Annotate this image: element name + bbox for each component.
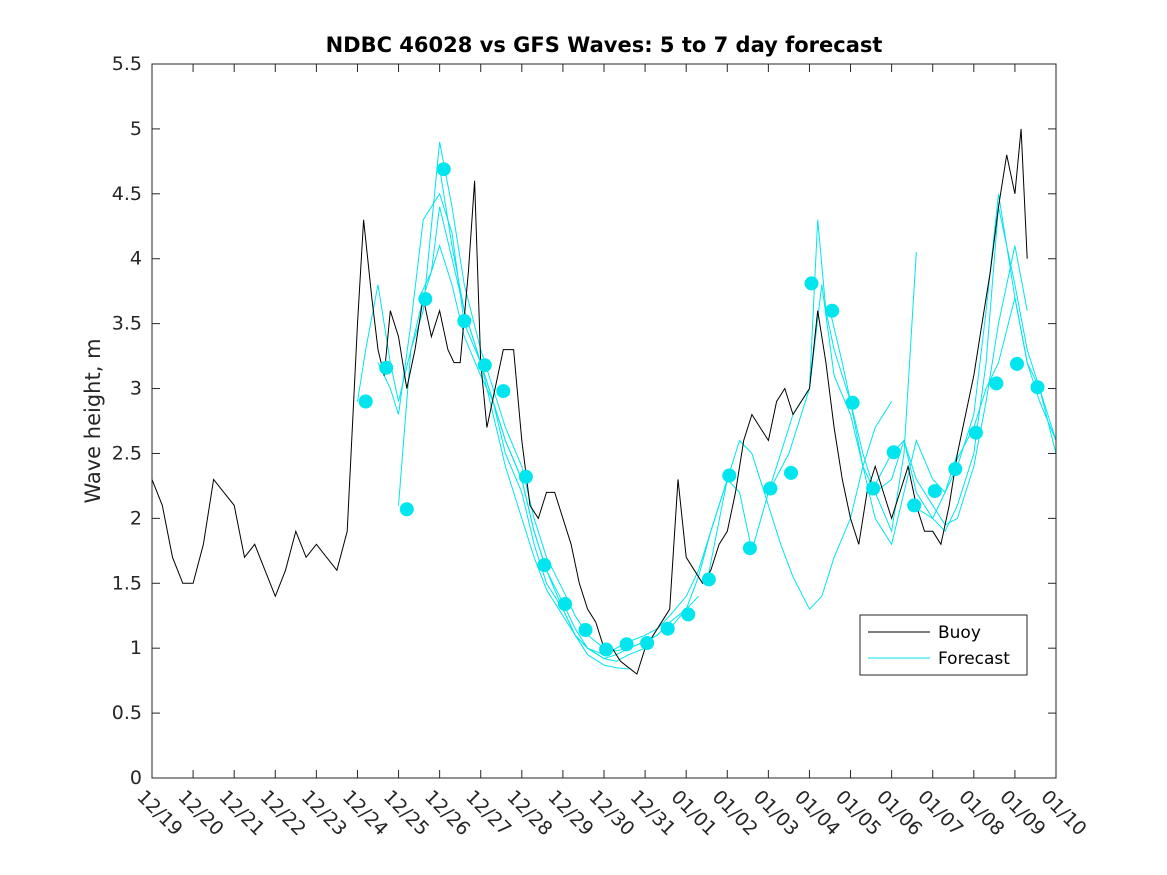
forecast-marker <box>379 360 394 375</box>
forecast-run-line <box>911 193 1057 520</box>
x-tick-label: 12/19 <box>132 786 186 840</box>
forecast-run-line <box>829 245 1028 526</box>
x-tick-label: 01/09 <box>995 786 1049 840</box>
y-tick-label: 2 <box>130 507 142 529</box>
forecast-marker <box>866 481 881 496</box>
forecast-marker <box>436 162 451 177</box>
x-tick-label: 12/23 <box>297 786 351 840</box>
forecast-marker <box>496 384 511 399</box>
forecast-marker <box>763 481 778 496</box>
y-tick-label: 0.5 <box>112 702 142 724</box>
forecast-marker <box>619 637 634 652</box>
x-tick-label: 01/07 <box>913 786 967 840</box>
x-tick-label: 12/30 <box>584 786 638 840</box>
forecast-marker <box>722 468 737 483</box>
y-tick-label: 2.5 <box>112 442 142 464</box>
x-tick-label: 12/28 <box>502 786 556 840</box>
forecast-marker <box>1010 356 1024 371</box>
forecast-marker <box>948 462 963 476</box>
forecast-marker <box>804 276 819 291</box>
legend-buoy-label: Buoy <box>938 623 981 643</box>
forecast-marker <box>907 498 922 513</box>
forecast-marker <box>927 484 942 499</box>
forecast-run-line <box>870 206 1057 533</box>
marker-layer <box>358 162 1045 657</box>
x-tick-label: 01/08 <box>954 786 1008 840</box>
x-tick-label: 12/31 <box>626 786 680 840</box>
forecast-marker <box>701 572 716 587</box>
y-axis-ticks: 0 0.5 1 1.5 2 2.5 3 3.5 4 4.5 5 5.5 <box>112 53 1056 789</box>
forecast-marker <box>537 558 552 573</box>
x-tick-label: 01/06 <box>872 786 926 840</box>
forecast-marker <box>825 303 840 318</box>
forecast-marker <box>558 597 572 611</box>
x-tick-label: 01/05 <box>831 786 885 840</box>
forecast-marker <box>457 314 472 328</box>
x-tick-label: 01/02 <box>708 786 762 840</box>
forecast-marker <box>418 292 433 306</box>
x-tick-label: 12/27 <box>461 786 515 840</box>
x-tick-label: 01/04 <box>790 786 844 840</box>
x-tick-label: 12/29 <box>543 786 597 840</box>
y-tick-label: 5 <box>130 118 142 140</box>
x-tick-label: 12/24 <box>338 786 392 840</box>
forecast-marker <box>660 621 675 636</box>
y-tick-label: 5.5 <box>112 53 142 75</box>
x-tick-label: 01/03 <box>749 786 803 840</box>
forecast-run-line <box>439 167 728 656</box>
x-tick-label: 12/25 <box>379 786 433 840</box>
forecast-marker <box>399 502 414 517</box>
y-tick-label: 4.5 <box>112 183 142 205</box>
x-tick-label: 12/22 <box>256 786 310 840</box>
chart-title: NDBC 46028 vs GFS Waves: 5 to 7 day fore… <box>326 33 883 57</box>
y-tick-label: 3 <box>130 378 142 400</box>
forecast-marker <box>968 425 983 440</box>
forecast-marker <box>742 541 757 556</box>
forecast-run-line <box>669 401 893 630</box>
x-tick-label: 01/01 <box>667 786 721 840</box>
legend-forecast-label: Forecast <box>938 649 1010 669</box>
forecast-marker <box>518 469 533 484</box>
forecast-marker <box>681 607 696 622</box>
x-tick-label: 12/20 <box>174 786 228 840</box>
forecast-marker <box>886 445 901 460</box>
forecast-marker <box>784 465 798 480</box>
y-tick-label: 1 <box>130 637 142 659</box>
y-tick-label: 3.5 <box>112 313 142 335</box>
forecast-marker <box>358 394 373 409</box>
y-tick-label: 4 <box>130 248 142 270</box>
legend-box <box>859 614 1028 676</box>
forecast-run-line <box>706 219 917 584</box>
legend: Buoy Forecast <box>859 614 1028 676</box>
forecast-marker <box>989 376 1004 391</box>
forecast-marker <box>477 358 492 373</box>
forecast-marker <box>845 395 860 410</box>
forecast-marker <box>578 623 593 637</box>
x-tick-label: 12/21 <box>215 786 269 840</box>
forecast-marker <box>599 642 614 657</box>
forecast-marker <box>640 636 655 650</box>
y-axis-label: Wave height, m <box>81 338 105 503</box>
forecast-marker <box>1030 380 1045 395</box>
x-tick-label: 12/26 <box>420 786 474 840</box>
y-tick-label: 1.5 <box>112 572 142 594</box>
y-tick-label: 0 <box>130 767 142 789</box>
x-tick-label: 01/10 <box>1036 786 1090 840</box>
